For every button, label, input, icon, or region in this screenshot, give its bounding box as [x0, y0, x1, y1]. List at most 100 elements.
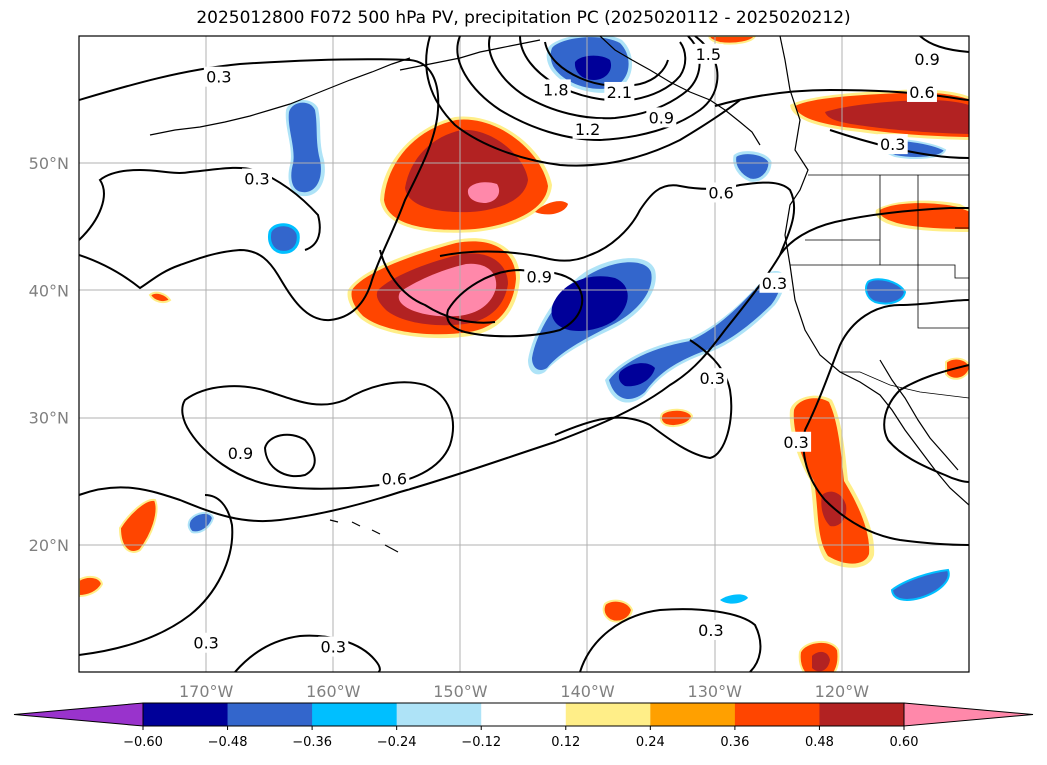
contour-label-background: [572, 118, 603, 139]
lat-tick-label: 40°N: [29, 281, 69, 300]
pv-contour-0.3: [802, 429, 969, 546]
baja-california-coast: [879, 359, 959, 471]
contour-label-background: [540, 79, 571, 100]
pv-contour-0.3: [579, 608, 762, 672]
contour-label: 0.3: [880, 135, 905, 154]
colorbar-tick-label: −0.24: [377, 735, 417, 750]
precip-negative-region: [865, 278, 907, 305]
colorbar-tick-labels: −0.60 −0.48 −0.36 −0.24 −0.12 0.12 0.24 0.36 0.4…: [123, 726, 918, 750]
colorbar-frame: [142, 702, 905, 727]
colorbar-segment: [734, 703, 820, 726]
contour-label-background: [604, 81, 635, 102]
contour-label: 0.3: [321, 638, 346, 657]
contour-label-background: [759, 272, 790, 293]
lat-lon-gridlines: [79, 36, 969, 672]
pv-contour-0.9: [425, 36, 741, 167]
precip-positive-region: [708, 36, 757, 45]
contour-label-background: [203, 66, 234, 87]
precip-negative-region: [574, 55, 612, 80]
colorbar-tick-label: 0.60: [890, 735, 919, 750]
pv-contour-0.9: [446, 268, 584, 338]
state-border: [790, 175, 969, 329]
colorbar-segment: [565, 703, 651, 726]
contour-label-background: [781, 431, 812, 452]
contour-label: 0.6: [382, 470, 407, 489]
precip-negative-region: [288, 102, 321, 193]
contour-label: 0.3: [206, 68, 231, 87]
contour-label-background: [693, 43, 724, 64]
pv-contour-0.3: [79, 58, 440, 322]
contour-label: 0.3: [244, 169, 269, 188]
lon-tick-label: 160°W: [306, 682, 361, 701]
precip-negative-region: [618, 363, 655, 387]
colorbar-segment: [143, 703, 229, 726]
precip-negative-region: [733, 151, 772, 182]
pv-contour-0.3: [779, 207, 969, 256]
lon-tick-label: 130°W: [688, 682, 743, 701]
contour-label: 0.3: [783, 433, 808, 452]
contour-label-background: [906, 81, 937, 102]
precip-positive-region: [118, 498, 158, 553]
colorbar-tick-label: 0.48: [805, 735, 834, 750]
pv-contour-0.6: [79, 181, 796, 523]
lat-tick-label: 50°N: [29, 154, 69, 173]
colorbar-segment: [650, 703, 736, 726]
contour-label-background: [697, 368, 728, 389]
pv-contour-0.3: [79, 166, 321, 251]
precip-positive-region: [148, 291, 172, 304]
colorbar-tick-label: 0.24: [636, 735, 665, 750]
aleutian-islands: [149, 57, 411, 136]
colorbar-segment: [312, 703, 398, 726]
lat-tick-label: 20°N: [29, 536, 69, 555]
contour-label-background: [379, 468, 410, 489]
state-borders: [790, 174, 969, 399]
precip-negative-region: [268, 223, 300, 254]
us-mexico-border: [840, 371, 969, 399]
precip-negative-region: [890, 568, 950, 601]
precip-negative-region: [720, 594, 748, 604]
precip-positive-region: [825, 100, 969, 134]
contour-label-background: [912, 48, 943, 69]
colorbar-segment: [227, 703, 313, 726]
colorbar-segment: [481, 703, 567, 726]
colorbar-extend-high: [903, 702, 1034, 727]
colorbar-tick-label: 0.12: [551, 735, 580, 750]
colorbar: [13, 702, 1034, 727]
colorbar-segment: [396, 703, 482, 726]
contour-label-background: [695, 620, 726, 641]
precip-positive-region: [535, 201, 568, 215]
contour-label: 1.5: [696, 45, 721, 64]
pv-contour-0.6: [379, 249, 496, 324]
colorbar-tick-label: −0.48: [208, 735, 248, 750]
hawaii-islands: [329, 519, 399, 553]
lon-tick-label: 170°W: [179, 682, 234, 701]
pv-contour-0.3: [829, 129, 969, 159]
contour-label-background: [318, 636, 349, 657]
precip-positive-region: [79, 575, 104, 598]
precip-positive-region: [879, 203, 969, 229]
pv-contour-0.3: [79, 494, 234, 656]
lat-tick-label: 30°N: [29, 409, 69, 428]
colorbar-tick-label: −0.12: [461, 735, 501, 750]
pv-contour-0.3: [883, 364, 969, 483]
contour-label: 0.3: [762, 274, 787, 293]
contour-label: 0.3: [699, 369, 724, 388]
contour-label: 0.9: [228, 444, 253, 463]
contour-label: 1.2: [575, 120, 600, 139]
contour-label: 0.6: [708, 183, 733, 202]
contour-label: 0.6: [909, 83, 934, 102]
contour-label: 0.9: [527, 267, 552, 286]
map-area: 0.3 0.3 1.8 2.1 1.5 1.2 0.9 0.6 0.9 0.3 0.6 0.3 0.9 0…: [79, 36, 969, 672]
map-title: 2025012800 F072 500 hPa PV, precipitatio…: [196, 8, 851, 28]
contour-label: 2.1: [607, 83, 632, 102]
contour-label-background: [646, 107, 677, 128]
colorbar-tick-label: 0.36: [720, 735, 749, 750]
lon-tick-label: 120°W: [815, 682, 870, 701]
precip-negative-region: [187, 512, 215, 534]
alaska-coast: [599, 36, 761, 146]
north-america-coast: [779, 36, 969, 506]
map-frame: [78, 35, 970, 673]
contour-label: 0.3: [698, 621, 723, 640]
contour-label-background: [225, 443, 256, 464]
